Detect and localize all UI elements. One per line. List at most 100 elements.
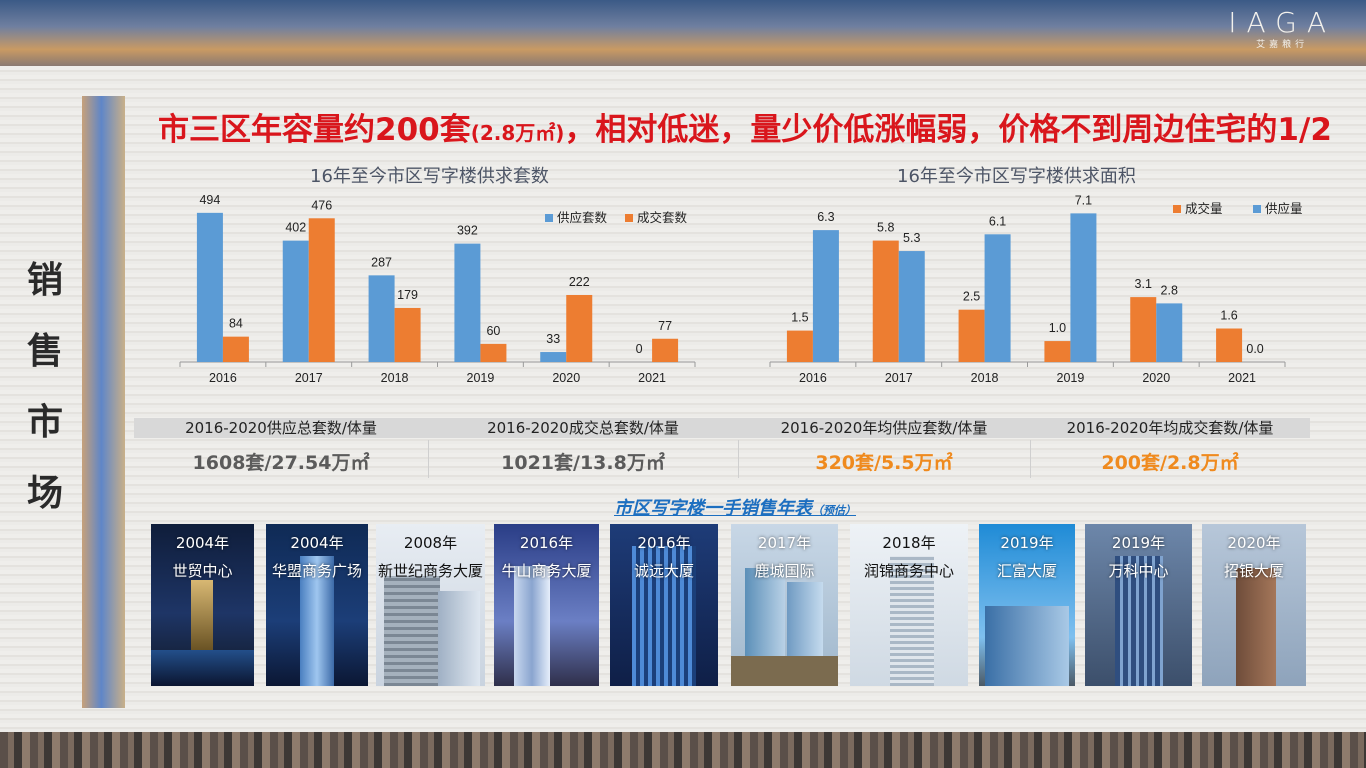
building-name: 招银大厦: [1223, 562, 1284, 580]
data-label: 2.5: [963, 290, 980, 304]
data-label: 2.8: [1161, 283, 1178, 297]
summary-divider: [428, 440, 429, 478]
legend-label: 供应量: [1265, 201, 1303, 216]
headline-part2: (2.8万㎡): [470, 121, 565, 145]
summary-divider: [738, 440, 739, 478]
sidebar-char: 场: [26, 473, 63, 514]
data-label: 77: [658, 319, 672, 333]
x-tick-label: 2019: [1057, 371, 1085, 385]
chart2-title: 16年至今市区写字楼供求面积: [897, 166, 1136, 187]
summary-value: 1021套/13.8万㎡: [501, 452, 665, 474]
building-card[interactable]: 2019年 万科中心: [1085, 524, 1192, 686]
legend-label: 成交量: [1185, 201, 1223, 216]
data-label: 5.3: [903, 231, 920, 245]
building-card[interactable]: 2019年 汇富大厦: [979, 524, 1075, 686]
bar: [196, 212, 223, 362]
sidebar-char: 售: [26, 331, 63, 372]
building-year: 2020年: [1227, 534, 1281, 552]
building-card[interactable]: 2004年 华盟商务广场: [266, 524, 368, 686]
headline-part1: 市三区年容量约200套: [158, 112, 471, 148]
x-tick-label: 2021: [1228, 371, 1256, 385]
data-label: 476: [311, 198, 332, 212]
building-silhouette: [632, 546, 696, 686]
x-tick-label: 2017: [885, 371, 913, 385]
legend-swatch: [625, 214, 633, 222]
x-tick-label: 2018: [971, 371, 999, 385]
building-name: 诚远大厦: [633, 562, 694, 580]
building-silhouette: [985, 606, 1069, 686]
data-label: 494: [199, 193, 220, 207]
timeline-title: 市区写字楼一手销售年表（预估）: [614, 494, 856, 520]
building-card[interactable]: 2008年 新世纪商务大厦: [376, 524, 485, 686]
building-year: 2016年: [637, 534, 691, 552]
sidebar-char: 市: [26, 402, 63, 443]
bar: [394, 307, 421, 362]
legend-swatch: [1253, 205, 1261, 213]
building-name: 牛山商务大厦: [501, 562, 592, 580]
building-card[interactable]: 2004年 世贸中心: [151, 524, 254, 686]
building-card[interactable]: 2017年 鹿城国际: [731, 524, 838, 686]
data-label: 60: [486, 324, 500, 338]
building-silhouette: [1115, 556, 1163, 686]
city-strip: [0, 732, 1366, 768]
bar: [480, 343, 507, 362]
building-year: 2018年: [882, 534, 936, 552]
summary-label: 2016-2020成交总套数/体量: [487, 419, 679, 437]
x-tick-label: 2020: [1142, 371, 1170, 385]
bar: [1216, 328, 1243, 362]
data-label: 7.1: [1075, 193, 1092, 207]
page-headline: 市三区年容量约200套(2.8万㎡)，相对低迷，量少价低涨幅弱，价格不到周边住宅…: [158, 104, 1332, 149]
sidebar-bar: [82, 96, 125, 708]
x-tick-label: 2017: [295, 371, 323, 385]
podium: [731, 656, 838, 686]
x-tick-label: 2016: [799, 371, 827, 385]
bar: [812, 230, 839, 362]
building-silhouette: [890, 556, 934, 686]
legend-label: 成交套数: [637, 210, 688, 225]
data-label: 3.1: [1135, 277, 1152, 291]
building-card[interactable]: 2016年 诚远大厦: [610, 524, 718, 686]
bar: [566, 294, 593, 362]
legend-swatch: [1173, 205, 1181, 213]
building-year: 2004年: [290, 534, 344, 552]
supply-units-chart: 2016 494 84 2017 402 476 2018 287 179 2019 392 60 20…: [179, 193, 696, 385]
bar: [368, 275, 395, 362]
sky-banner: [0, 0, 1366, 66]
bar: [282, 240, 309, 362]
data-label: 6.1: [989, 214, 1006, 228]
sidebar-title: 销 售 市 场: [22, 245, 68, 529]
bar: [786, 330, 813, 362]
summary-label: 2016-2020年均供应套数/体量: [780, 419, 988, 437]
building-card[interactable]: 2018年 润锦商务中心: [850, 524, 968, 686]
building-name: 润锦商务中心: [863, 562, 954, 580]
building-year: 2016年: [519, 534, 574, 552]
data-label: 1.0: [1049, 321, 1066, 335]
bar: [652, 338, 679, 362]
bar: [1130, 297, 1157, 362]
summary-divider: [1030, 440, 1031, 478]
data-label: 222: [569, 275, 590, 289]
building-card[interactable]: 2016年 牛山商务大厦: [494, 524, 599, 686]
headline-part3: ，相对低迷，量少价低涨幅弱，价格不到周边住宅的1/2: [564, 112, 1332, 148]
building-year: 2008年: [403, 534, 458, 552]
bar: [1044, 341, 1071, 362]
building-silhouette: [1236, 568, 1276, 686]
data-label: 5.8: [877, 221, 894, 235]
sidebar-char: 销: [26, 260, 63, 301]
building-year: 2004年: [175, 534, 230, 552]
bar: [1070, 213, 1097, 362]
building-name: 万科中心: [1108, 562, 1169, 580]
bar: [454, 243, 481, 362]
logo-main: IAGA: [1228, 6, 1336, 39]
building-name: 新世纪商务大厦: [377, 562, 483, 580]
building-name: 汇富大厦: [996, 562, 1057, 580]
data-label: 392: [457, 224, 478, 238]
summary-label: 2016-2020供应总套数/体量: [185, 419, 377, 437]
x-tick-label: 2018: [381, 371, 409, 385]
x-tick-label: 2016: [209, 371, 237, 385]
x-tick-label: 2020: [552, 371, 580, 385]
building-card[interactable]: 2020年 招银大厦: [1202, 524, 1306, 686]
summary-value: 320套/5.5万㎡: [815, 452, 953, 474]
building-silhouette: [514, 566, 550, 686]
building-name: 鹿城国际: [754, 562, 815, 580]
